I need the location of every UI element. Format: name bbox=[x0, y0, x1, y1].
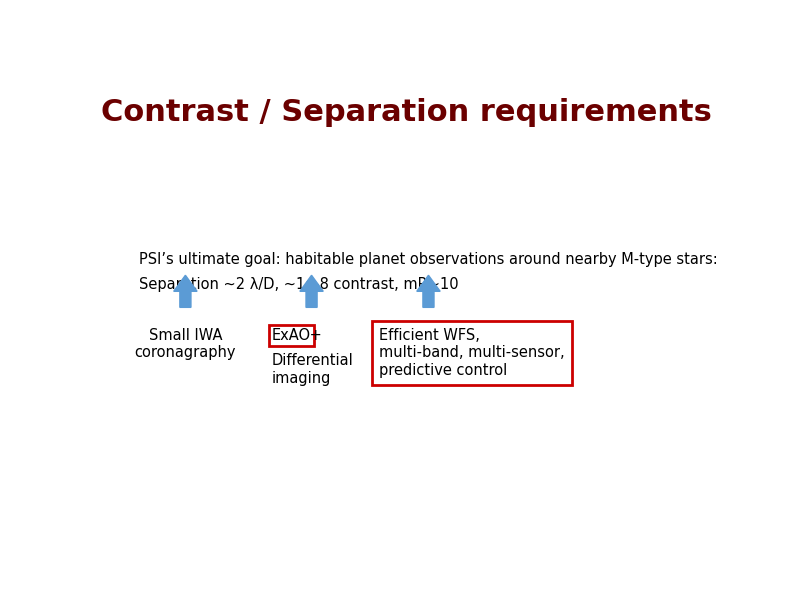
Text: ExAO: ExAO bbox=[272, 328, 310, 343]
Text: Small IWA
coronagraphy: Small IWA coronagraphy bbox=[135, 328, 236, 361]
FancyArrow shape bbox=[300, 275, 323, 308]
FancyArrow shape bbox=[174, 275, 197, 308]
Text: Efficient WFS,
multi-band, multi-sensor,
predictive control: Efficient WFS, multi-band, multi-sensor,… bbox=[380, 328, 565, 378]
Text: Separation ~2 λ/D, ~1e-8 contrast, mR~10: Separation ~2 λ/D, ~1e-8 contrast, mR~10 bbox=[139, 277, 459, 292]
Text: Differential
imaging: Differential imaging bbox=[272, 353, 353, 386]
Text: +: + bbox=[306, 328, 322, 343]
FancyArrow shape bbox=[417, 275, 440, 308]
Text: Contrast / Separation requirements: Contrast / Separation requirements bbox=[102, 98, 712, 127]
Text: PSI’s ultimate goal: habitable planet observations around nearby M-type stars:: PSI’s ultimate goal: habitable planet ob… bbox=[139, 252, 718, 267]
